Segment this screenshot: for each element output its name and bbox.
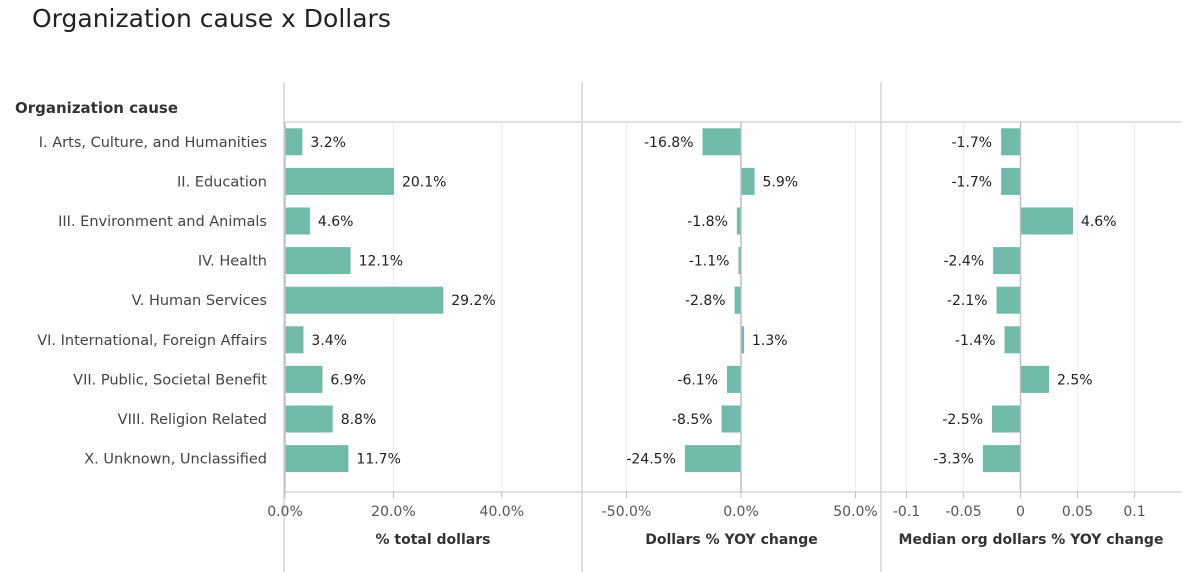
tick-label: 0.0% [723, 504, 759, 520]
data-label: 3.2% [310, 135, 346, 151]
row-label: VII. Public, Societal Benefit [73, 372, 267, 388]
data-label: 12.1% [359, 254, 403, 270]
row-label: V. Human Services [132, 293, 267, 309]
bar [1004, 326, 1021, 354]
tick-label: 0.0% [267, 504, 303, 520]
data-label: -2.5% [942, 412, 983, 428]
data-label: 8.8% [341, 412, 377, 428]
data-label: 3.4% [311, 333, 347, 349]
tick-label: -0.1 [893, 504, 920, 520]
bar [734, 286, 741, 314]
bar [285, 128, 303, 156]
row-header: Organization cause [15, 99, 178, 117]
bar [992, 405, 1021, 433]
bar [285, 286, 444, 314]
axis-title: % total dollars [376, 532, 491, 548]
bar [1020, 365, 1049, 393]
data-label: 29.2% [451, 293, 495, 309]
data-label: -3.3% [933, 452, 974, 468]
bar [285, 326, 304, 354]
bar [1001, 128, 1021, 156]
tick-label: 40.0% [480, 504, 524, 520]
bar [285, 207, 310, 235]
bar [285, 405, 333, 433]
axis-title: Median org dollars % YOY change [899, 532, 1164, 548]
bar [285, 365, 323, 393]
data-label: 11.7% [356, 452, 400, 468]
data-label: -16.8% [644, 135, 694, 151]
bar [721, 405, 741, 433]
data-label: -2.1% [947, 293, 988, 309]
data-label: -2.4% [944, 254, 985, 270]
data-label: -6.1% [677, 372, 718, 388]
bar [982, 445, 1021, 473]
bar [285, 445, 349, 473]
bar [1020, 207, 1073, 235]
tick-label: -50.0% [602, 504, 652, 520]
data-label: 1.3% [752, 333, 788, 349]
row-label: III. Environment and Animals [58, 214, 267, 230]
data-label: 20.1% [402, 174, 446, 190]
row-label: X. Unknown, Unclassified [84, 452, 267, 468]
axis-title: Dollars % YOY change [645, 532, 818, 548]
data-label: -8.5% [672, 412, 713, 428]
bar [285, 167, 394, 195]
bar [741, 326, 744, 354]
tick-label: 0.05 [1062, 504, 1093, 520]
data-label: 4.6% [1081, 214, 1117, 230]
bar [702, 128, 741, 156]
bar [727, 365, 741, 393]
tick-label: -0.05 [945, 504, 981, 520]
data-label: -1.7% [951, 135, 992, 151]
data-label: -1.7% [951, 174, 992, 190]
tick-label: 0 [1016, 504, 1025, 520]
tick-label: 50.0% [833, 504, 877, 520]
bar [285, 247, 351, 275]
tick-label: 20.0% [371, 504, 415, 520]
data-label: 5.9% [763, 174, 799, 190]
data-label: -1.8% [687, 214, 728, 230]
data-label: -24.5% [626, 452, 676, 468]
data-label: 6.9% [330, 372, 366, 388]
data-label: -1.4% [955, 333, 996, 349]
row-label: IV. Health [198, 254, 267, 270]
row-label: VIII. Religion Related [118, 412, 267, 428]
bar [738, 247, 741, 275]
bar [741, 167, 755, 195]
bar [993, 247, 1021, 275]
data-label: 2.5% [1057, 372, 1093, 388]
bar [736, 207, 741, 235]
bar [1001, 167, 1021, 195]
bar [996, 286, 1021, 314]
data-label: 4.6% [318, 214, 354, 230]
chart-title: Organization cause x Dollars [32, 4, 391, 33]
row-label: I. Arts, Culture, and Humanities [39, 135, 267, 151]
data-label: -2.8% [685, 293, 726, 309]
data-label: -1.1% [689, 254, 730, 270]
tick-label: 0.1 [1123, 504, 1145, 520]
row-label: VI. International, Foreign Affairs [37, 333, 267, 349]
row-label: II. Education [177, 174, 267, 190]
bar [684, 445, 741, 473]
